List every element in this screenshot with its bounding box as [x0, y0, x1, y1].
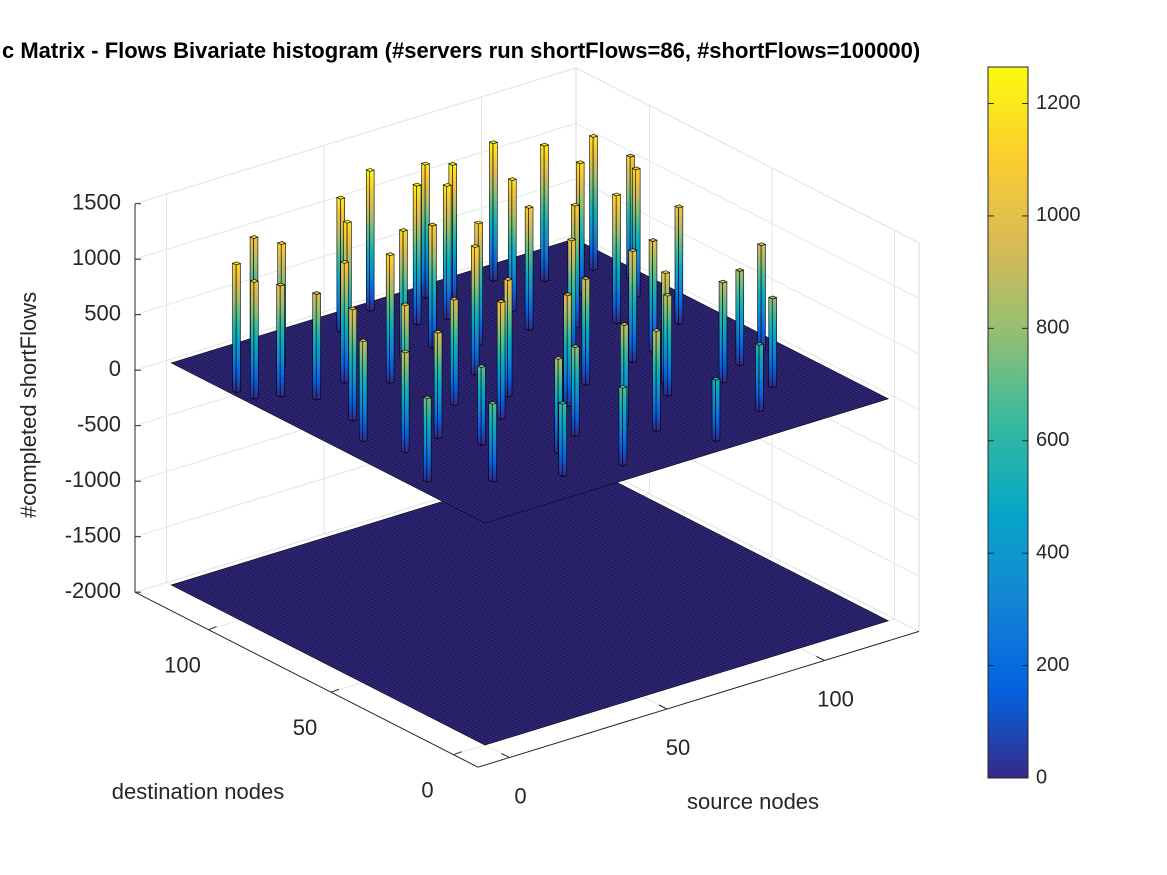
- chart-title: c Matrix - Flows Bivariate histogram (#s…: [2, 38, 920, 63]
- bar: [496, 299, 506, 420]
- z-tick-label: -1500: [65, 523, 121, 548]
- bar: [539, 142, 550, 283]
- colorbar-tick-label: 1200: [1036, 92, 1081, 114]
- bar: [524, 205, 534, 332]
- bar: [311, 291, 322, 401]
- grid-line: [134, 122, 920, 299]
- bar: [449, 296, 459, 407]
- z-tick-label: 500: [84, 301, 121, 326]
- colorbar-tick-label: 0: [1036, 766, 1047, 788]
- bar: [754, 341, 765, 413]
- bar: [427, 222, 438, 349]
- x-axis-label: source nodes: [687, 789, 819, 814]
- x-tick: [816, 656, 825, 661]
- x-tick-label: 50: [666, 735, 690, 760]
- z-tick-label: 1000: [72, 245, 121, 270]
- colorbar-tick-label: 200: [1036, 654, 1069, 676]
- z-tick-label: -1000: [65, 467, 121, 492]
- bar: [651, 328, 662, 433]
- histogram-plane: [170, 460, 889, 746]
- bar: [476, 364, 487, 446]
- bar: [347, 306, 358, 422]
- bar: [618, 384, 628, 467]
- bar: [674, 204, 684, 326]
- colorbar: [987, 66, 1029, 779]
- grid-line: [134, 67, 920, 244]
- bar: [470, 244, 480, 376]
- z-tick-label: 1500: [72, 190, 121, 215]
- x-tick-label: 0: [514, 783, 526, 808]
- y-axis: [134, 591, 479, 768]
- bar: [488, 140, 499, 282]
- bar: [442, 183, 452, 321]
- bar: [385, 252, 395, 384]
- bar: [562, 292, 573, 408]
- bar: [275, 282, 286, 398]
- colorbar-tick-label: 400: [1036, 541, 1069, 563]
- x-axis: [477, 630, 920, 768]
- bar: [767, 295, 778, 389]
- y-tick-label: 0: [421, 778, 433, 803]
- bar: [581, 276, 591, 386]
- bar: [422, 395, 432, 483]
- bar: [231, 261, 242, 394]
- x-tick-label: 100: [817, 686, 854, 711]
- y-tick-label: 100: [164, 653, 201, 678]
- bar: [487, 400, 498, 483]
- bar: [503, 277, 513, 398]
- bar: [420, 161, 431, 299]
- bar: [627, 248, 638, 364]
- bar: [400, 349, 410, 454]
- colorbar-tick-label: 800: [1036, 317, 1069, 339]
- bar: [358, 338, 368, 443]
- y-axis-label: destination nodes: [112, 779, 284, 804]
- z-tick-label: 0: [109, 356, 121, 381]
- y-tick-label: 50: [293, 715, 317, 740]
- bar: [339, 260, 350, 384]
- bar: [588, 134, 599, 272]
- y-tick: [330, 688, 340, 693]
- bar: [365, 168, 375, 312]
- z-tick-label: -2000: [65, 578, 121, 603]
- colorbar-tick-label: 1000: [1036, 204, 1081, 226]
- bar: [249, 279, 260, 400]
- bar: [718, 279, 728, 384]
- y-tick: [453, 751, 462, 756]
- bar: [433, 329, 443, 440]
- bar: [570, 344, 581, 438]
- bar: [648, 238, 658, 354]
- bar: [557, 400, 568, 478]
- bar: [662, 292, 673, 397]
- z-tick-label: -500: [77, 412, 121, 437]
- bar: [711, 376, 721, 442]
- bar: [756, 242, 767, 352]
- bar: [735, 268, 745, 367]
- colorbar-tick-label: 600: [1036, 429, 1069, 451]
- x-tick: [501, 753, 510, 758]
- z-axis-label: #completed shortFlows: [16, 292, 41, 518]
- bar: [611, 192, 622, 325]
- bar: [412, 182, 422, 326]
- x-tick: [658, 704, 668, 710]
- y-tick: [208, 626, 217, 631]
